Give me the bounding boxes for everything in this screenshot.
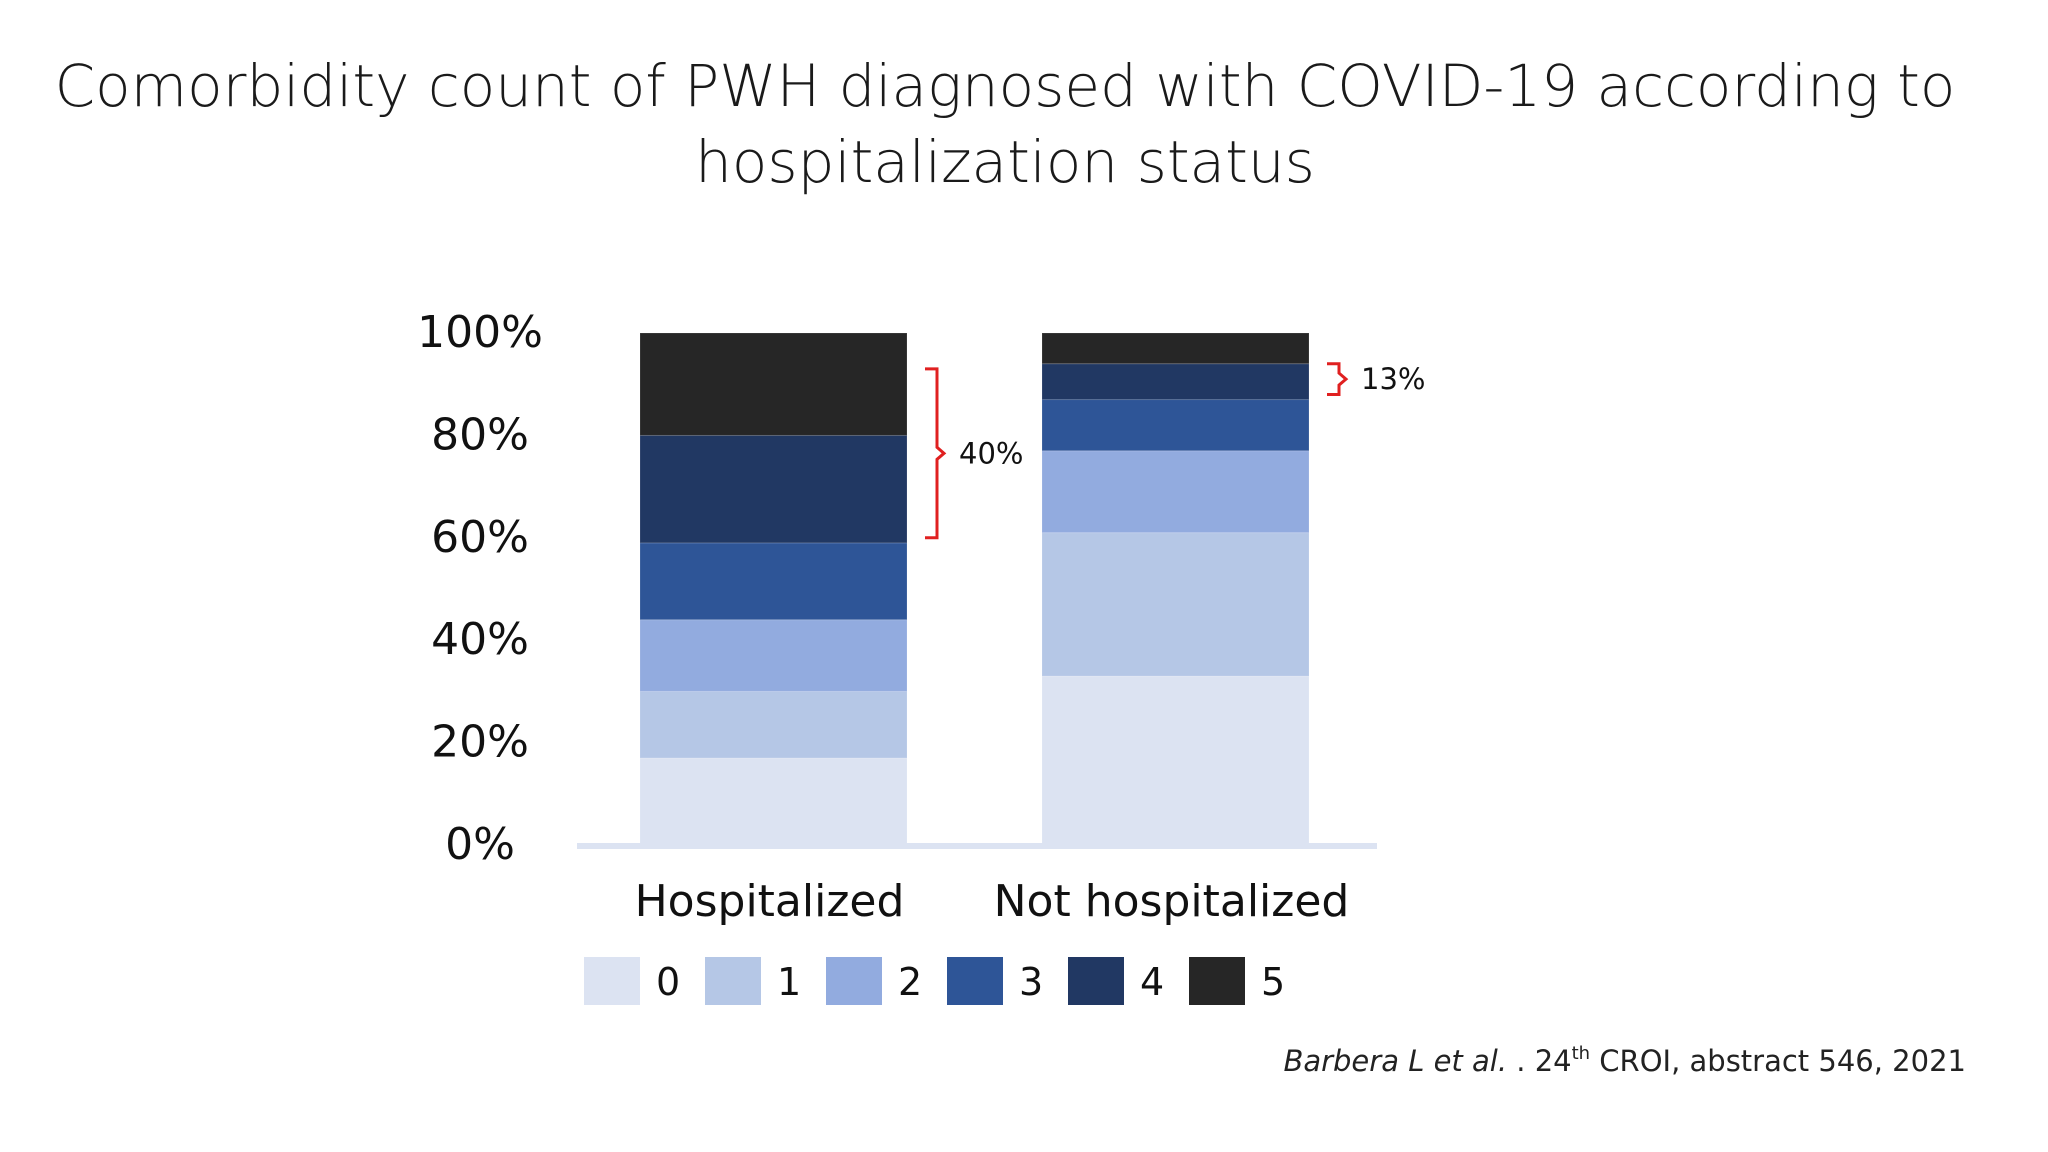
annotation-label: 40%: [959, 436, 1023, 470]
chart-title: Comorbidity count of PWH diagnosed with …: [0, 48, 2010, 200]
y-tick-label: 40%: [431, 614, 529, 665]
x-category-label: Hospitalized: [635, 876, 905, 927]
bar-segment: [639, 542, 908, 621]
chart-title-line-1: Comorbidity count of PWH diagnosed with …: [54, 52, 1956, 120]
legend-label: 3: [1019, 960, 1043, 1004]
legend-label: 0: [656, 960, 680, 1004]
annotation-label: 13%: [1361, 362, 1425, 396]
legend-swatch: [1068, 957, 1124, 1005]
y-tick-label: 80%: [431, 409, 529, 460]
legend-swatch: [826, 957, 882, 1005]
y-tick-label: 0%: [445, 819, 515, 870]
legend-label: 2: [898, 960, 922, 1004]
x-category-label: Not hospitalized: [994, 876, 1350, 927]
chart-title-line-2: hospitalization status: [695, 128, 1315, 196]
citation-authors: Barbera L et al.: [1283, 1044, 1508, 1078]
citation-rest: CROI, abstract 546, 2021: [1590, 1044, 1966, 1078]
citation-sup: th: [1571, 1043, 1591, 1064]
y-tick-label: 60%: [431, 512, 529, 563]
legend-swatch: [705, 957, 761, 1005]
legend-swatch: [947, 957, 1003, 1005]
annotation-brace: [925, 367, 947, 540]
bar-segment: [639, 757, 908, 846]
bar-segment: [1041, 363, 1310, 401]
bar-segment: [1041, 532, 1310, 677]
legend-swatch: [1189, 957, 1245, 1005]
bar-segment: [639, 434, 908, 544]
y-tick-label: 100%: [417, 307, 543, 358]
bar-segment: [1041, 399, 1310, 452]
bar-segment: [639, 619, 908, 692]
legend-label: 1: [777, 960, 801, 1004]
legend-swatch: [584, 957, 640, 1005]
legend-label: 4: [1140, 960, 1164, 1004]
annotation-brace: [1327, 362, 1349, 396]
bar-segment: [1041, 675, 1310, 846]
citation-sep: . 24: [1507, 1044, 1572, 1078]
bar-segment: [639, 690, 908, 759]
bar-segment: [1041, 332, 1310, 365]
y-tick-label: 20%: [431, 717, 529, 768]
citation: Barbera L et al. . 24th CROI, abstract 5…: [1283, 1044, 1966, 1078]
bar-segment: [639, 332, 908, 436]
bar-segment: [1041, 450, 1310, 534]
legend-label: 5: [1261, 960, 1285, 1004]
